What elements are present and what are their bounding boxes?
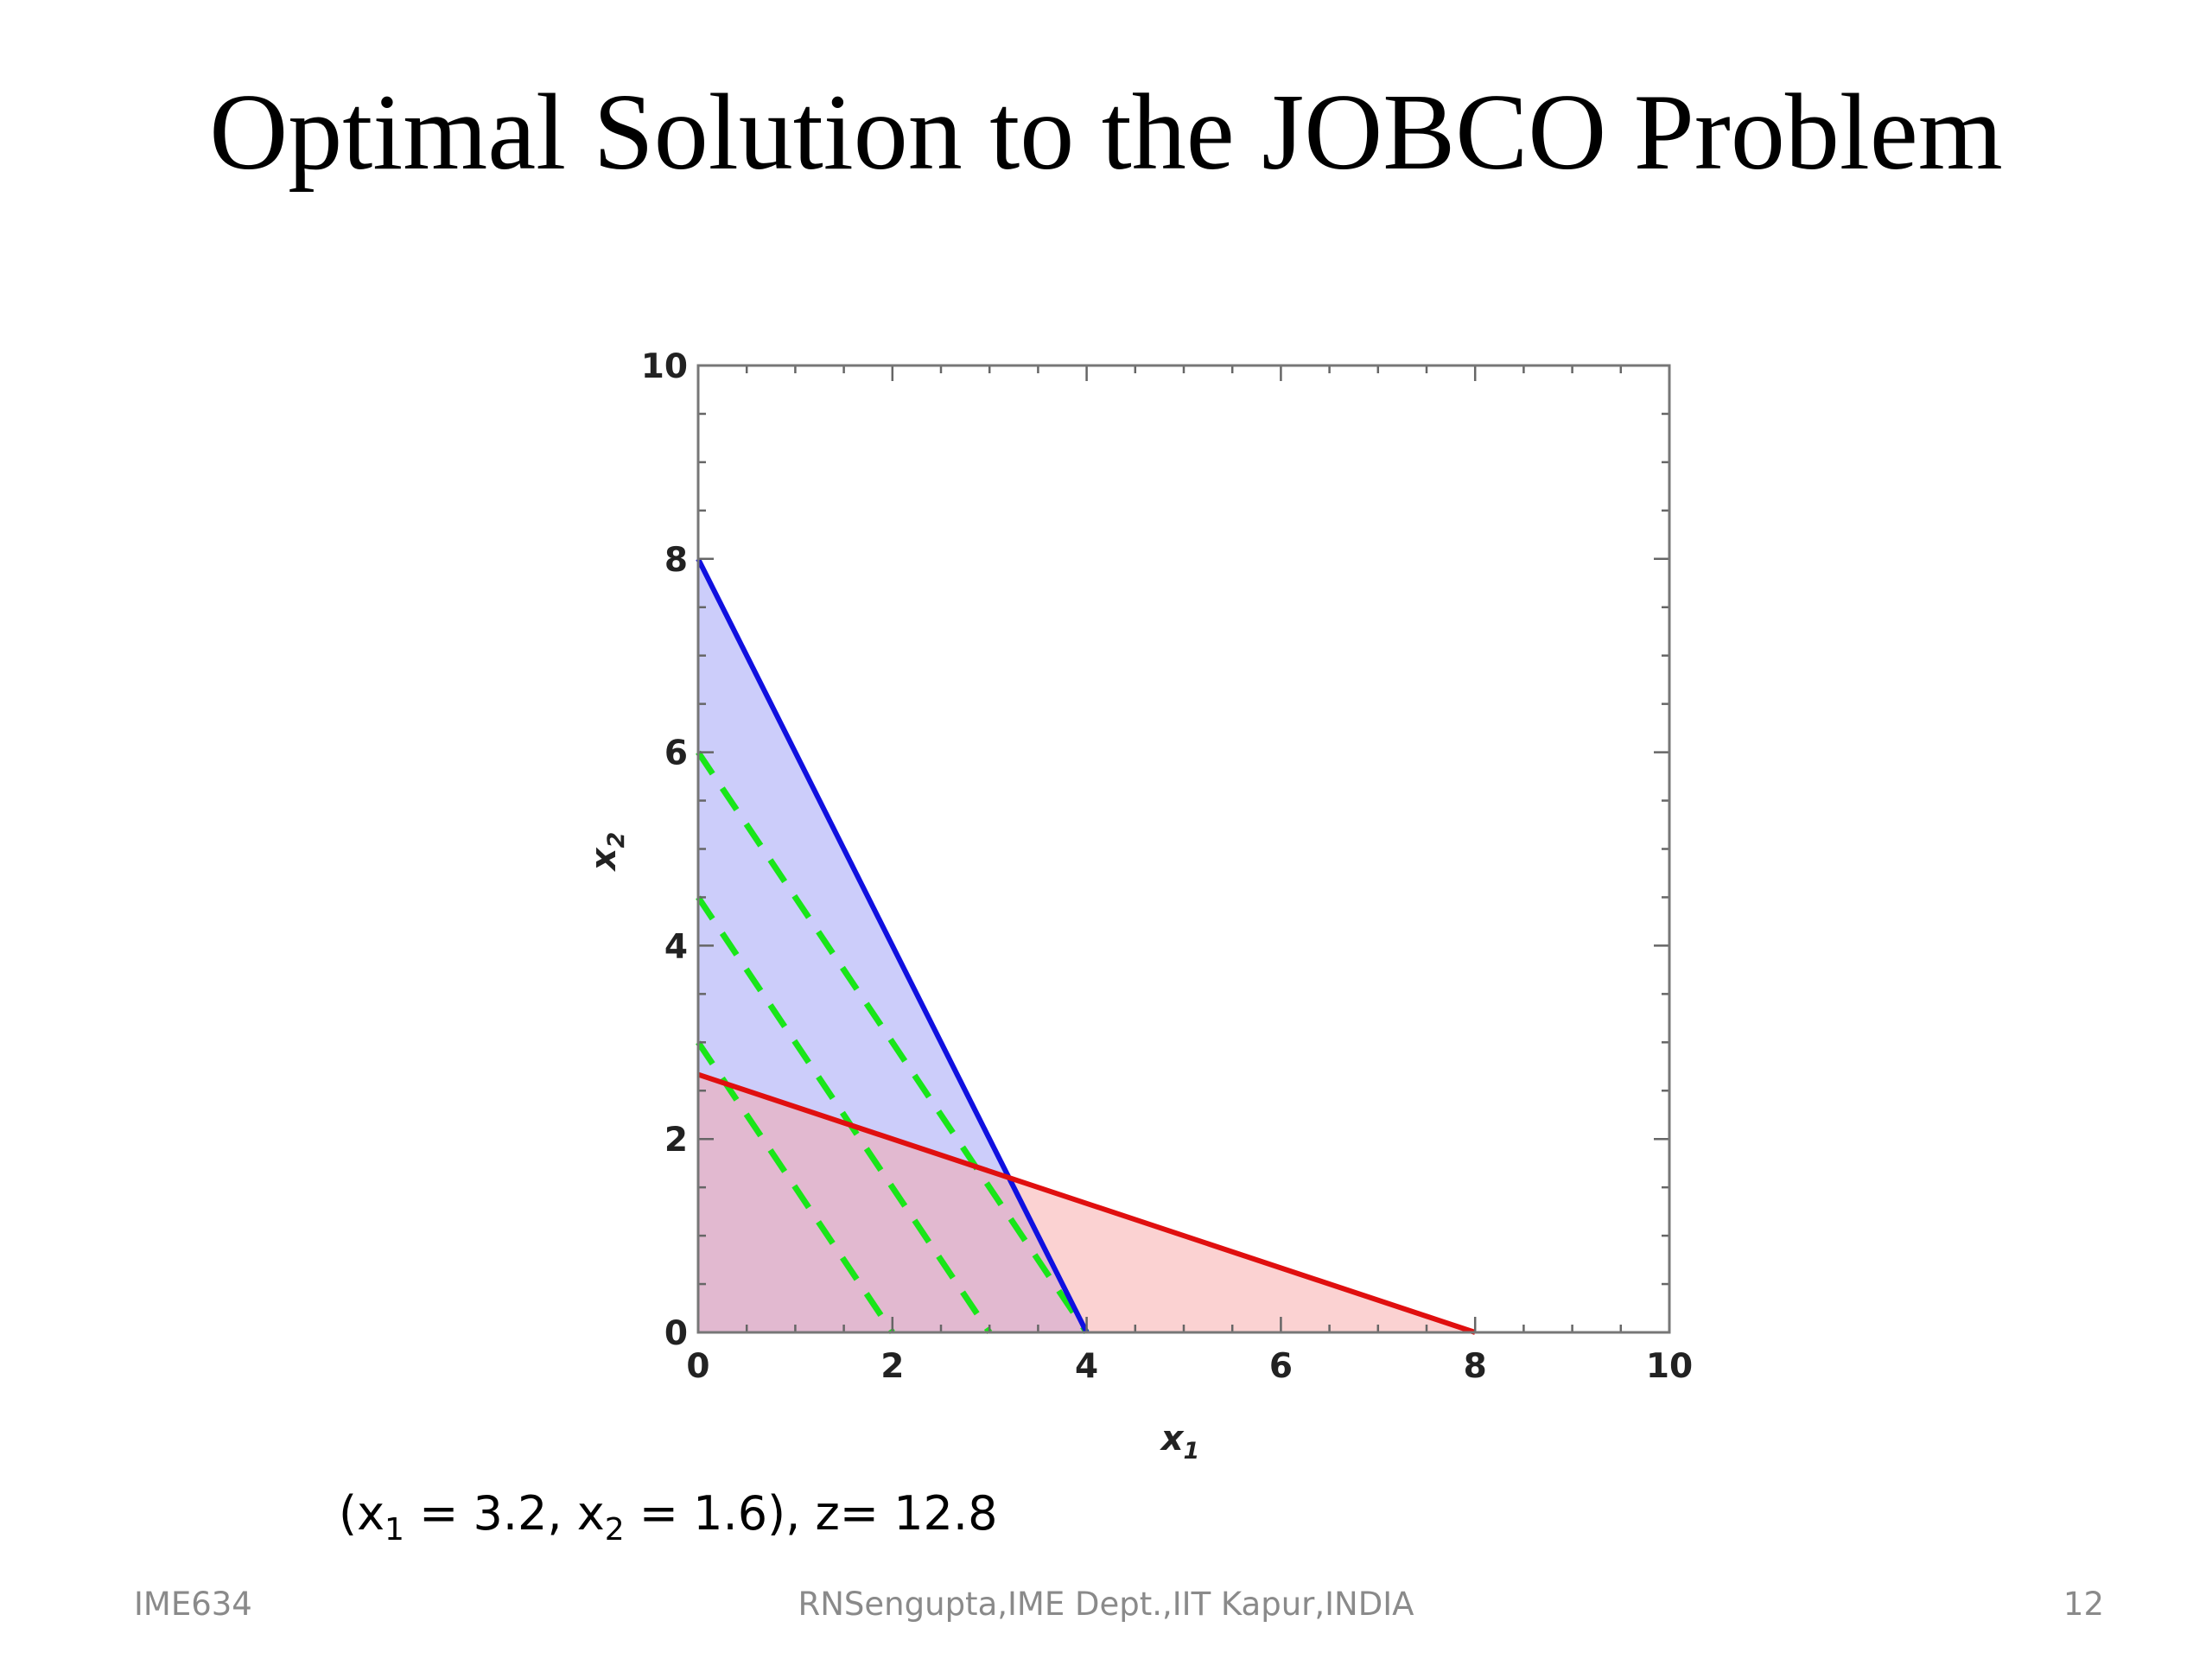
y-tick-label: 4 (664, 927, 688, 966)
plot-frame (696, 364, 1671, 1334)
blue-constraint-line (696, 557, 1090, 1334)
y-axis-label-subscript: 2 (603, 832, 630, 849)
solution-x2-subscript: 2 (604, 1512, 625, 1548)
x-tick-label: 10 (1646, 1347, 1693, 1386)
x-axis-label-base: x (1160, 1419, 1185, 1459)
objective-line-2 (696, 895, 993, 1334)
x-tick-label: 6 (1269, 1347, 1293, 1386)
y-tick-label: 6 (664, 734, 688, 773)
x-axis-label-subscript: 1 (1184, 1438, 1200, 1465)
y-axis-label-base: x (584, 847, 624, 872)
y-tick-label: 0 (664, 1314, 688, 1353)
y-tick-label: 2 (664, 1121, 688, 1160)
plot-area (696, 557, 1477, 1335)
y-tick-label: 8 (664, 541, 688, 580)
slide-title: Optimal Solution to the JOBCO Problem (209, 73, 2003, 193)
optimal-solution-text: (x1 = 3.2, x2 = 1.6), z= 12.8 (339, 1486, 997, 1548)
x-tick-label: 0 (686, 1347, 709, 1386)
solution-x1-subscript: 1 (385, 1512, 404, 1548)
x-tick-label: 4 (1075, 1347, 1098, 1386)
x-axis-label: x1 (1160, 1419, 1200, 1465)
objective-line-3 (696, 750, 1090, 1334)
x-tick-label: 2 (880, 1347, 904, 1386)
footer-page-number: 12 (2063, 1586, 2104, 1623)
solution-prefix: (x (339, 1486, 385, 1541)
y-axis-label: x2 (584, 832, 630, 873)
objective-line-1 (696, 1040, 895, 1334)
y-tick-label: 10 (641, 347, 688, 386)
x-tick-label: 8 (1464, 1347, 1487, 1386)
red-constraint-line (697, 1071, 1477, 1335)
footer-course-code: IME634 (134, 1586, 252, 1623)
solution-x1-value: = 3.2, x (404, 1486, 605, 1541)
solution-x2-value: = 1.6), z= 12.8 (624, 1486, 998, 1541)
footer-author: RNSengupta,IME Dept.,IIT Kapur,INDIA (798, 1586, 1414, 1623)
axis-tick-labels: 0 2 4 6 8 10 0 2 4 6 8 10 (641, 347, 1693, 1386)
